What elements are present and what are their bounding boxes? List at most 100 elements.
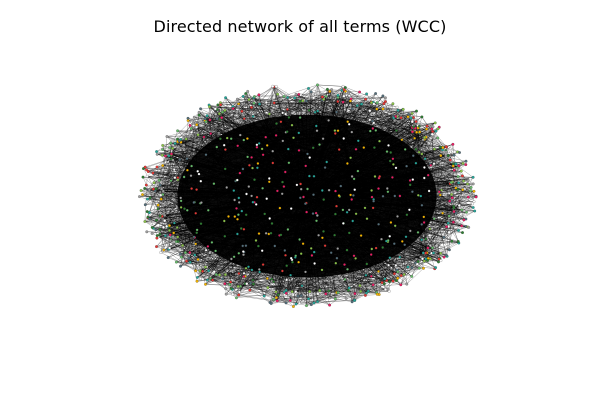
network-edge — [246, 214, 285, 293]
network-edge — [313, 194, 395, 274]
network-edge — [284, 112, 321, 293]
network-node — [405, 213, 409, 217]
network-edge — [146, 169, 239, 185]
network-node — [231, 107, 235, 110]
network-node — [375, 101, 379, 105]
network-edge — [277, 199, 307, 301]
network-edge — [208, 209, 290, 271]
network-edge — [308, 196, 420, 269]
network-node — [417, 266, 421, 270]
network-node — [290, 290, 294, 294]
network-node — [250, 105, 253, 109]
network-edge — [177, 141, 271, 181]
network-node — [393, 272, 396, 276]
network-node — [346, 162, 349, 165]
network-edge — [327, 163, 463, 192]
network-node — [284, 301, 288, 305]
network-node — [424, 251, 428, 255]
network-edge — [232, 237, 275, 290]
network-node — [229, 137, 233, 141]
network-edge — [348, 183, 468, 194]
network-node — [380, 237, 383, 241]
network-node — [448, 248, 451, 252]
network-edge — [311, 205, 355, 301]
network-node — [165, 224, 169, 228]
network-edge — [237, 101, 291, 174]
network-node — [181, 243, 185, 247]
network-node — [173, 221, 176, 225]
network-node — [230, 257, 233, 261]
network-node — [239, 227, 243, 230]
network-edge — [396, 107, 467, 213]
network-node — [204, 153, 208, 157]
network-edge — [313, 170, 462, 196]
network-edge — [156, 166, 271, 190]
network-edge — [299, 234, 305, 304]
network-node — [204, 248, 208, 252]
network-node — [195, 188, 198, 191]
network-edge — [292, 291, 330, 306]
network-node — [155, 218, 158, 222]
network-edge — [344, 134, 432, 178]
network-node — [272, 298, 276, 301]
network-node — [183, 207, 186, 211]
network-edge — [177, 196, 307, 238]
network-node — [250, 194, 253, 198]
network-node — [328, 89, 332, 93]
network-node — [352, 194, 355, 197]
network-edge — [199, 112, 290, 183]
network-edge — [327, 219, 390, 292]
network-node — [154, 206, 158, 210]
network-node — [408, 179, 412, 182]
network-node — [346, 120, 350, 124]
network-node — [409, 116, 413, 120]
network-node — [287, 116, 291, 119]
network-node — [426, 259, 430, 262]
network-node — [347, 123, 351, 126]
network-edge — [258, 94, 310, 292]
network-node — [412, 125, 416, 129]
network-edge — [248, 225, 396, 267]
network-node — [323, 166, 327, 169]
network-node — [242, 250, 245, 253]
network-node — [326, 87, 329, 91]
network-node — [151, 187, 155, 191]
network-node — [415, 262, 419, 266]
network-node — [375, 107, 379, 111]
network-edge — [147, 173, 200, 200]
network-edge — [237, 99, 291, 174]
network-node — [194, 269, 198, 273]
network-edge — [319, 237, 337, 293]
network-node — [208, 279, 211, 282]
network-node — [246, 89, 250, 93]
network-node — [444, 150, 448, 154]
network-node — [432, 162, 436, 166]
network-node — [382, 282, 386, 286]
network-node — [452, 206, 456, 210]
network-node — [251, 166, 254, 170]
network-edge — [165, 155, 307, 197]
network-node — [391, 157, 395, 161]
network-node — [284, 112, 288, 116]
network-node — [394, 166, 398, 170]
network-node — [224, 292, 228, 296]
network-edge — [170, 180, 195, 256]
network-node — [232, 189, 236, 192]
network-node — [264, 135, 268, 139]
network-node — [436, 127, 440, 131]
network-node — [422, 266, 425, 270]
network-node — [168, 239, 172, 243]
network-edge — [189, 212, 273, 253]
network-node — [365, 92, 369, 96]
network-node — [242, 138, 246, 142]
network-edge — [182, 208, 276, 246]
network-edge — [328, 99, 366, 160]
network-node — [143, 186, 147, 190]
network-node — [396, 270, 400, 274]
network-node — [366, 282, 370, 286]
network-node — [406, 265, 410, 269]
network-node — [287, 161, 291, 165]
network-node — [392, 242, 396, 246]
network-edge — [220, 104, 269, 156]
network-edge — [169, 146, 258, 179]
